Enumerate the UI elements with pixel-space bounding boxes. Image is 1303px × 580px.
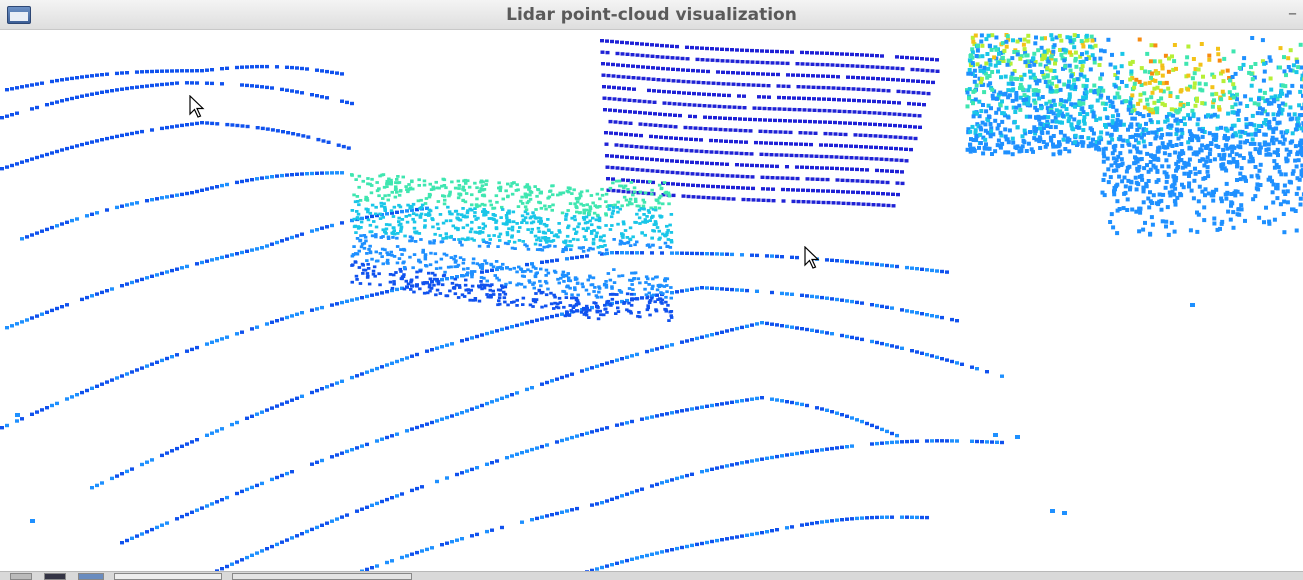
stray-points [15, 303, 1195, 523]
mouse-cursor-icon [189, 95, 205, 119]
ground-scan-rings [0, 65, 1004, 571]
title-bar[interactable]: Lidar point-cloud visualization – [0, 0, 1303, 30]
vegetation-cluster [965, 33, 1303, 237]
minimize-icon[interactable]: – [1288, 3, 1297, 24]
parked-car-cluster [350, 173, 673, 322]
mouse-cursor-icon [804, 246, 820, 270]
window-title: Lidar point-cloud visualization [0, 5, 1303, 25]
